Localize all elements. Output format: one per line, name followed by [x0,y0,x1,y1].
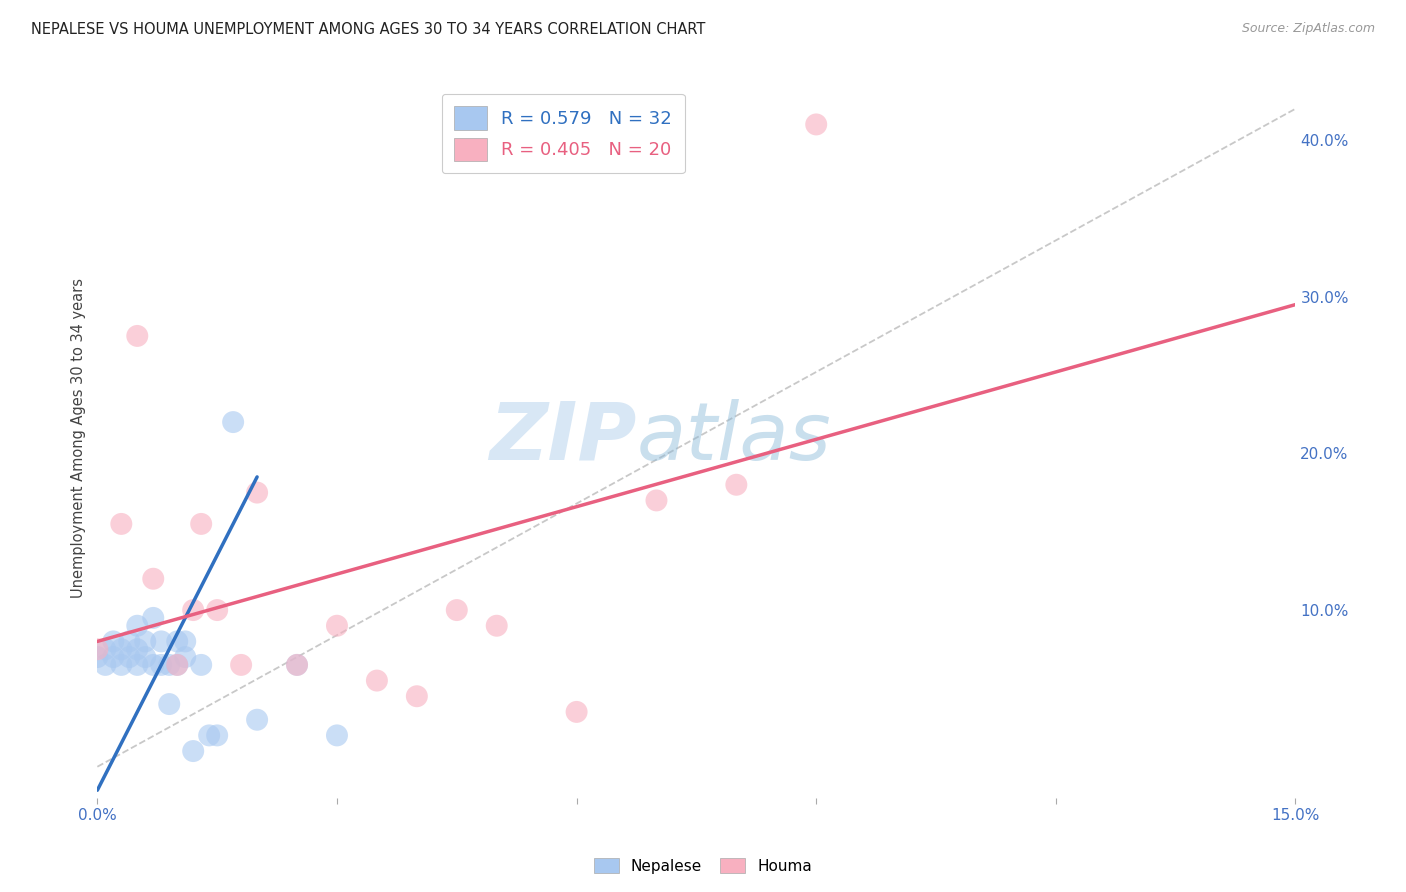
Point [86,650,108,665]
Point [127,657,149,672]
Point [166,657,188,672]
Point [174,634,197,648]
Point [86,642,108,657]
Point [110,657,132,672]
Point [142,611,165,625]
Point [134,634,156,648]
Text: Source: ZipAtlas.com: Source: ZipAtlas.com [1241,22,1375,36]
Point [246,485,269,500]
Point [565,705,588,719]
Point [446,603,468,617]
Point [645,493,668,508]
Point [118,634,141,648]
Legend: R = 0.579   N = 32, R = 0.405   N = 20: R = 0.579 N = 32, R = 0.405 N = 20 [441,94,685,173]
Point [142,572,165,586]
Point [190,657,212,672]
Point [190,516,212,531]
Point [94,657,117,672]
Point [166,657,188,672]
Point [127,619,149,633]
Point [103,634,125,648]
Point [366,673,388,688]
Point [118,650,141,665]
Point [142,657,165,672]
Point [326,728,349,742]
Point [174,650,197,665]
Point [205,603,228,617]
Text: atlas: atlas [637,399,831,476]
Point [166,634,188,648]
Point [229,657,252,672]
Y-axis label: Unemployment Among Ages 30 to 34 years: Unemployment Among Ages 30 to 34 years [72,277,86,598]
Point [181,603,204,617]
Point [150,634,173,648]
Point [157,697,180,711]
Point [134,650,156,665]
Point [198,728,221,742]
Point [285,657,308,672]
Point [103,650,125,665]
Point [285,657,308,672]
Point [205,728,228,742]
Text: ZIP: ZIP [489,399,637,476]
Point [246,713,269,727]
Point [127,329,149,343]
Text: NEPALESE VS HOUMA UNEMPLOYMENT AMONG AGES 30 TO 34 YEARS CORRELATION CHART: NEPALESE VS HOUMA UNEMPLOYMENT AMONG AGE… [31,22,706,37]
Point [485,619,508,633]
Point [405,690,427,704]
Point [326,619,349,633]
Point [222,415,245,429]
Legend: Nepalese, Houma: Nepalese, Houma [588,852,818,880]
Point [94,642,117,657]
Point [127,642,149,657]
Point [725,477,748,491]
Point [157,657,180,672]
Point [181,744,204,758]
Point [110,516,132,531]
Point [150,657,173,672]
Point [806,118,828,132]
Point [110,642,132,657]
